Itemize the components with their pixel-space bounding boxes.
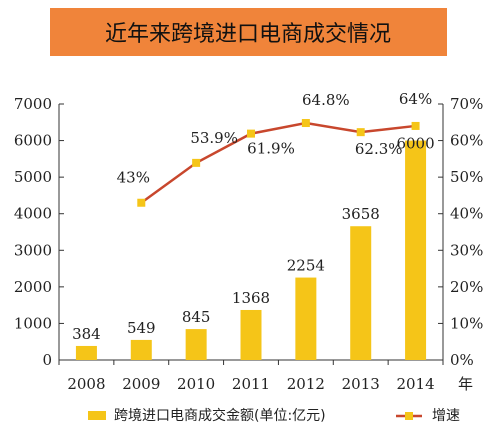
legend-bar-swatch: [88, 411, 106, 420]
growth-line-series: 43% 53.9% 61.9% 64.8% 62.3% 64%: [117, 90, 432, 207]
left-tick-label: 3000: [14, 241, 52, 259]
chart-title: 近年来跨境进口电商成交情况: [105, 22, 391, 47]
legend: 跨境进口电商成交金额(单位:亿元) 增速: [88, 407, 460, 424]
left-tick-label: 7000: [14, 95, 52, 113]
left-tick-label: 1000: [14, 314, 52, 332]
bar: [350, 226, 372, 360]
bar-value-labels: 384 549 845 1368 2254 3658 6000: [72, 135, 435, 343]
x-tick-label: 2013: [342, 375, 380, 393]
left-tick-label: 0: [42, 351, 52, 369]
left-tick-label: 2000: [14, 278, 52, 296]
growth-marker: [301, 119, 310, 128]
x-tick-label: 2010: [177, 375, 215, 393]
growth-marker: [137, 198, 146, 207]
growth-marker: [192, 158, 201, 167]
left-tick-label: 6000: [14, 132, 52, 150]
x-tick-label: 2009: [122, 375, 160, 393]
right-tick-label: 20%: [450, 278, 483, 296]
right-tick-label: 30%: [450, 241, 483, 259]
bar-value-label: 2254: [287, 257, 325, 275]
bar-series: [75, 140, 427, 360]
growth-marker: [356, 128, 365, 137]
right-tick-label: 60%: [450, 132, 483, 150]
bar: [240, 309, 262, 360]
x-tick-label: 2014: [396, 375, 434, 393]
right-axis-ticks: 0% 10% 20% 30% 40% 50% 60% 70%: [438, 95, 483, 369]
growth-value-label: 61.9%: [247, 140, 295, 158]
legend-line-label: 增速: [432, 408, 460, 424]
growth-value-label: 64.8%: [302, 91, 350, 109]
growth-marker: [247, 129, 255, 138]
right-tick-label: 70%: [450, 95, 483, 113]
title-background: [50, 8, 447, 56]
legend-bar-label: 跨境进口电商成交金额(单位:亿元): [114, 407, 326, 424]
bar-value-label: 845: [182, 308, 211, 326]
x-tick-label: 2011: [232, 375, 270, 393]
growth-value-label: 62.3%: [355, 140, 403, 158]
bar-value-label: 549: [127, 319, 156, 337]
x-tick-label: 2008: [67, 375, 105, 393]
x-axis-unit-label: 年: [458, 375, 473, 393]
bar-value-label: 1368: [232, 289, 270, 307]
x-tick-label: 2012: [287, 375, 325, 393]
bar: [295, 277, 317, 360]
growth-marker: [411, 121, 420, 130]
bar-value-label: 384: [72, 325, 101, 343]
right-tick-label: 50%: [450, 168, 483, 186]
right-tick-label: 10%: [450, 314, 483, 332]
x-axis-ticks: 2008 2009 2010 2011 2012 2013 2014: [58, 360, 444, 393]
left-tick-label: 4000: [14, 205, 52, 223]
title-banner: 近年来跨境进口电商成交情况: [50, 8, 447, 56]
bar-value-label: 6000: [396, 135, 434, 153]
bar: [405, 140, 427, 360]
bar: [185, 329, 207, 360]
growth-value-label: 64%: [399, 90, 432, 108]
bar: [130, 339, 152, 360]
growth-line: [140, 121, 416, 204]
legend-line-marker: [405, 412, 413, 420]
right-tick-label: 40%: [450, 205, 483, 223]
bar: [75, 345, 97, 360]
bar-value-label: 3658: [342, 205, 380, 223]
right-tick-label: 0%: [450, 351, 474, 369]
left-axis-ticks: 0 1000 2000 3000 4000 5000 6000 7000: [14, 95, 64, 369]
growth-value-label: 53.9%: [190, 129, 238, 147]
left-tick-label: 5000: [14, 168, 52, 186]
growth-value-label: 43%: [117, 169, 150, 187]
